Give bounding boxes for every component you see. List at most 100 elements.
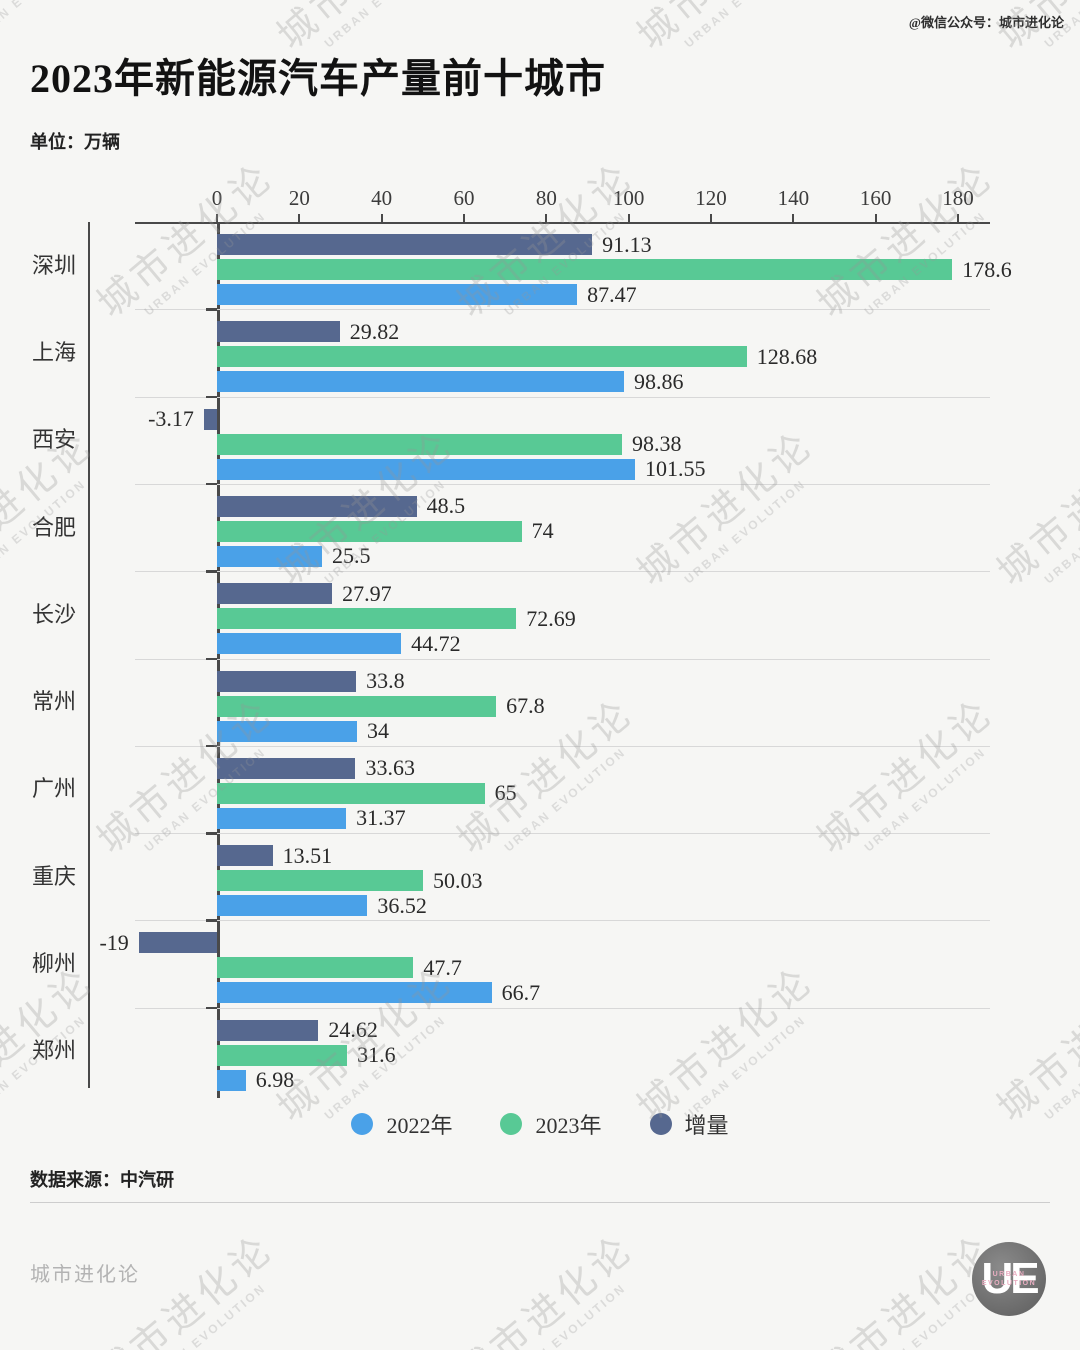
bar-y2023 <box>217 608 517 630</box>
legend-dot-2023 <box>500 1113 523 1135</box>
chart-legend: 2022年 2023年 增量 <box>0 1108 1080 1140</box>
category-label: 上海 <box>31 339 76 365</box>
bar-y2022 <box>217 633 402 655</box>
bar-y2023 <box>217 870 423 892</box>
legend-label-2022: 2022年 <box>386 1113 453 1138</box>
bar-value-label: 31.6 <box>357 1042 396 1068</box>
x-axis-tick <box>380 214 383 222</box>
bar-y2023 <box>217 782 485 804</box>
zero-axis-tick <box>206 308 217 311</box>
bar-value-label: 66.7 <box>501 979 541 1005</box>
x-axis-tick-label: 20 <box>288 186 310 210</box>
x-axis-tick-label: 140 <box>777 186 810 210</box>
bar-delta <box>217 670 357 692</box>
x-axis-tick <box>463 214 465 222</box>
bar-value-label: 27.97 <box>342 580 392 606</box>
bar-delta <box>217 583 333 605</box>
x-axis-tick <box>957 214 959 222</box>
category-label: 重庆 <box>31 863 76 889</box>
group-separator <box>135 658 990 660</box>
bar-value-label: 31.37 <box>356 805 406 831</box>
x-axis-tick <box>874 214 877 222</box>
bar-y2022 <box>217 284 578 305</box>
x-axis-tick-label: 180 <box>942 186 974 210</box>
bar-value-label: 34 <box>366 718 389 743</box>
x-axis-tick-label: 160 <box>859 186 892 210</box>
x-axis-tick <box>710 214 712 222</box>
footer-divider <box>30 1202 1050 1203</box>
bar-value-label: 25.5 <box>331 543 371 569</box>
legend-label-delta: 增量 <box>684 1113 729 1138</box>
x-axis-tick-label: 120 <box>695 186 727 210</box>
bar-value-label: 24.62 <box>328 1017 378 1043</box>
bar-value-label: 47.7 <box>423 954 462 980</box>
x-axis-tick-label: 60 <box>453 186 475 210</box>
footer-brand: 城市进化论 <box>30 1264 140 1286</box>
bar-y2022 <box>217 1069 246 1091</box>
bar-value-label: 128.68 <box>756 343 818 369</box>
bar-value-label: 44.72 <box>411 630 461 656</box>
bar-value-label: 98.86 <box>633 368 684 394</box>
bar-delta <box>138 932 217 954</box>
zero-axis-tick <box>206 744 217 748</box>
group-separator <box>135 1007 990 1009</box>
ue-logo-letters: UE <box>981 1254 1039 1303</box>
ue-logo-subtitle-line1: URBAN <box>992 1271 1026 1278</box>
x-axis-tick-label: 100 <box>612 186 645 210</box>
bar-delta <box>217 321 340 343</box>
bar-y2023 <box>217 957 414 979</box>
legend-item-delta: 增量 <box>649 1108 729 1140</box>
zero-axis-tick <box>206 919 217 922</box>
zero-axis-tick <box>206 657 217 660</box>
bar-value-label: 33.63 <box>365 755 415 781</box>
zero-axis-tick <box>206 570 217 573</box>
category-label: 合肥 <box>31 514 76 540</box>
bar-y2022 <box>217 371 624 393</box>
group-separator <box>135 309 990 311</box>
group-separator <box>135 483 990 485</box>
bar-y2023 <box>217 259 953 280</box>
zero-axis-tick <box>206 482 217 486</box>
bar-y2022 <box>217 545 322 567</box>
x-axis-tick <box>298 214 301 222</box>
x-axis-tick-label: 80 <box>535 186 557 210</box>
bar-value-label: -19 <box>99 929 129 955</box>
ue-logo-subtitle-line2: EVOLUTION <box>981 1280 1037 1287</box>
ue-logo-subtitle: URBAN EVOLUTION <box>972 1270 1046 1288</box>
bar-value-label: 178.6 <box>962 256 1012 282</box>
category-label: 郑州 <box>31 1038 76 1064</box>
x-axis-line <box>135 222 990 224</box>
page-title: 2023年新能源汽车产量前十城市 <box>30 56 606 101</box>
zero-axis-tick <box>206 832 217 835</box>
x-axis-tick <box>627 214 630 222</box>
group-separator <box>135 745 990 747</box>
x-axis-tick-label: 40 <box>371 186 393 210</box>
ue-logo: UE URBAN EVOLUTION <box>972 1242 1046 1316</box>
bar-value-label: 72.69 <box>526 605 576 631</box>
bar-value-label: 98.38 <box>631 431 682 457</box>
legend-item-2023: 2023年 <box>500 1108 602 1140</box>
wechat-credit: @微信公众号：城市进化论 <box>908 15 1064 30</box>
group-separator <box>135 396 990 398</box>
category-label: 常州 <box>31 689 76 715</box>
bar-y2022 <box>217 458 636 480</box>
bar-y2022 <box>217 895 368 917</box>
x-axis-tick <box>792 214 795 222</box>
group-separator <box>135 571 990 573</box>
bar-delta <box>217 845 273 867</box>
group-separator <box>135 833 990 835</box>
zero-axis-line <box>217 222 220 1098</box>
bar-value-label: 50.03 <box>432 867 483 893</box>
category-label: 西安 <box>31 427 76 453</box>
x-axis-tick <box>216 214 218 222</box>
bar-y2022 <box>217 807 347 829</box>
bar-delta <box>203 408 217 430</box>
category-label: 深圳 <box>31 252 76 278</box>
data-source-label: 数据来源：中汽研 <box>30 1170 174 1190</box>
bar-y2023 <box>217 520 522 542</box>
zero-axis-tick <box>206 1006 217 1010</box>
bar-delta <box>217 495 417 517</box>
legend-dot-delta <box>649 1113 672 1135</box>
bar-y2023 <box>217 433 622 455</box>
